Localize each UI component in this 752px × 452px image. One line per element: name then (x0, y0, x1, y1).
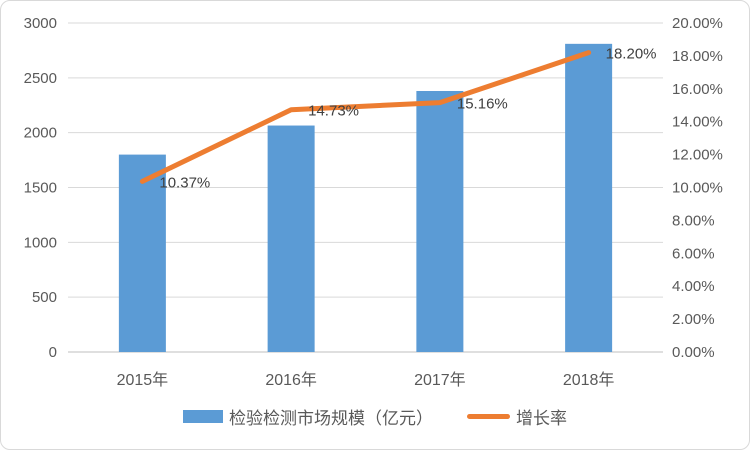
left-axis-tick-label: 2500 (24, 70, 57, 87)
growth-rate-data-label: 18.20% (606, 46, 657, 63)
left-axis-tick-label: 500 (32, 289, 57, 306)
right-axis-tick-label: 8.00% (672, 212, 715, 229)
growth-rate-data-label: 10.37% (159, 174, 210, 191)
legend-item-market-size[interactable]: 检验检测市场规模（亿元） (183, 404, 433, 429)
growth-rate-data-label: 15.16% (457, 96, 508, 113)
right-axis-tick-label: 10.00% (672, 180, 723, 197)
bar-2017年[interactable] (416, 90, 464, 352)
bar-2015年[interactable] (118, 154, 166, 352)
legend-bar-swatch-icon (183, 410, 223, 423)
left-axis-tick-label: 2000 (24, 125, 57, 142)
left-axis-tick-label: 3000 (24, 15, 57, 32)
growth-rate-data-label: 14.73% (308, 103, 359, 120)
left-axis-tick-label: 0 (49, 344, 57, 361)
right-axis-tick-label: 16.00% (672, 81, 723, 98)
right-axis-tick-label: 18.00% (672, 48, 723, 65)
bar-2018年[interactable] (565, 43, 613, 352)
right-axis-tick-label: 6.00% (672, 245, 715, 262)
legend-market-size-label: 检验检测市场规模（亿元） (229, 409, 433, 428)
right-axis-tick-label: 0.00% (672, 344, 715, 361)
growth-rate-line[interactable] (139, 50, 592, 184)
right-axis-tick-label: 12.00% (672, 147, 723, 164)
legend-growth-rate-label: 增长率 (516, 409, 567, 428)
x-axis-category-label: 2016年 (265, 371, 317, 389)
x-axis-category-label: 2015年 (117, 371, 169, 389)
left-axis-tick-label: 1500 (24, 180, 57, 197)
right-axis-tick-label: 2.00% (672, 311, 715, 328)
bar-2016年[interactable] (267, 125, 315, 352)
right-axis-tick-label: 4.00% (672, 278, 715, 295)
legend-item-growth-rate[interactable]: 增长率 (467, 404, 567, 429)
right-axis-tick-label: 20.00% (672, 15, 723, 32)
right-axis-tick-label: 14.00% (672, 114, 723, 131)
chart-legend: 检验检测市场规模（亿元） 增长率 (1, 404, 749, 429)
x-axis-category-label: 2017年 (414, 371, 466, 389)
left-axis-tick-label: 1000 (24, 234, 57, 251)
legend-line-swatch-icon (467, 414, 510, 419)
x-axis-category-label: 2018年 (563, 371, 615, 389)
